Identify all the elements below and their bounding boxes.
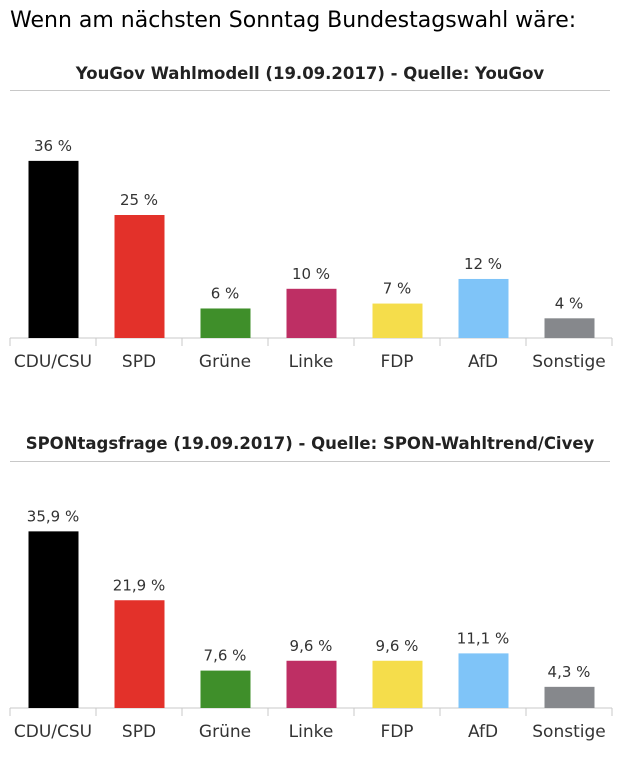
x-tick-label: Grüne xyxy=(199,722,251,742)
data-label: 25 % xyxy=(120,191,158,209)
bar-spd xyxy=(114,600,165,708)
bar-afd xyxy=(458,653,509,708)
chart-2-title: SPONtagsfrage (19.09.2017) - Quelle: SPO… xyxy=(25,434,595,453)
data-label: 35,9 % xyxy=(27,507,79,525)
bar-fdp xyxy=(372,303,423,338)
x-tick-label: Sonstige xyxy=(532,352,605,372)
x-tick-label: Linke xyxy=(289,722,334,742)
x-tick-label: Grüne xyxy=(199,352,251,372)
data-label: 4,3 % xyxy=(548,663,591,681)
x-tick-label: FDP xyxy=(380,352,413,372)
x-tick-label: SPD xyxy=(122,722,156,742)
x-tick-label: CDU/CSU xyxy=(14,352,92,372)
x-tick-label: FDP xyxy=(380,722,413,742)
bar-linke xyxy=(286,288,337,338)
data-label: 9,6 % xyxy=(290,637,333,655)
bar-linke xyxy=(286,660,337,708)
data-label: 4 % xyxy=(555,294,584,312)
page-title: Wenn am nächsten Sonntag Bundestagswahl … xyxy=(10,8,577,33)
data-label: 9,6 % xyxy=(376,637,419,655)
bar-grne xyxy=(200,670,251,708)
x-tick-label: AfD xyxy=(468,722,498,742)
chart-1: 36 % CDU/CSU 25 % SPD 6 % Grüne 10 % Linke 7 % FD… xyxy=(9,137,613,372)
x-tick-label: SPD xyxy=(122,352,156,372)
bar-sonstige xyxy=(544,318,595,338)
data-label: 7,6 % xyxy=(204,647,247,665)
data-label: 10 % xyxy=(292,265,330,283)
data-label: 12 % xyxy=(464,255,502,273)
chart-2-divider xyxy=(10,461,610,462)
x-tick-label: Sonstige xyxy=(532,722,605,742)
bar-afd xyxy=(458,278,509,338)
data-label: 11,1 % xyxy=(457,629,509,647)
data-label: 6 % xyxy=(211,284,240,302)
bar-sonstige xyxy=(544,686,595,708)
bar-cducsu xyxy=(28,160,79,338)
chart-2: 35,9 % CDU/CSU 21,9 % SPD 7,6 % Grüne 9,6 % Lin… xyxy=(9,507,613,742)
x-tick-label: AfD xyxy=(468,352,498,372)
bar-spd xyxy=(114,215,165,338)
x-tick-label: Linke xyxy=(289,352,334,372)
data-label: 21,9 % xyxy=(113,576,165,594)
chart-1-divider xyxy=(10,90,610,91)
chart-1-title: YouGov Wahlmodell (19.09.2017) - Quelle:… xyxy=(75,64,545,83)
data-label: 36 % xyxy=(34,137,72,155)
bar-grne xyxy=(200,308,251,338)
bar-fdp xyxy=(372,660,423,708)
x-tick-label: CDU/CSU xyxy=(14,722,92,742)
data-label: 7 % xyxy=(383,280,412,298)
bar-cducsu xyxy=(28,531,79,708)
